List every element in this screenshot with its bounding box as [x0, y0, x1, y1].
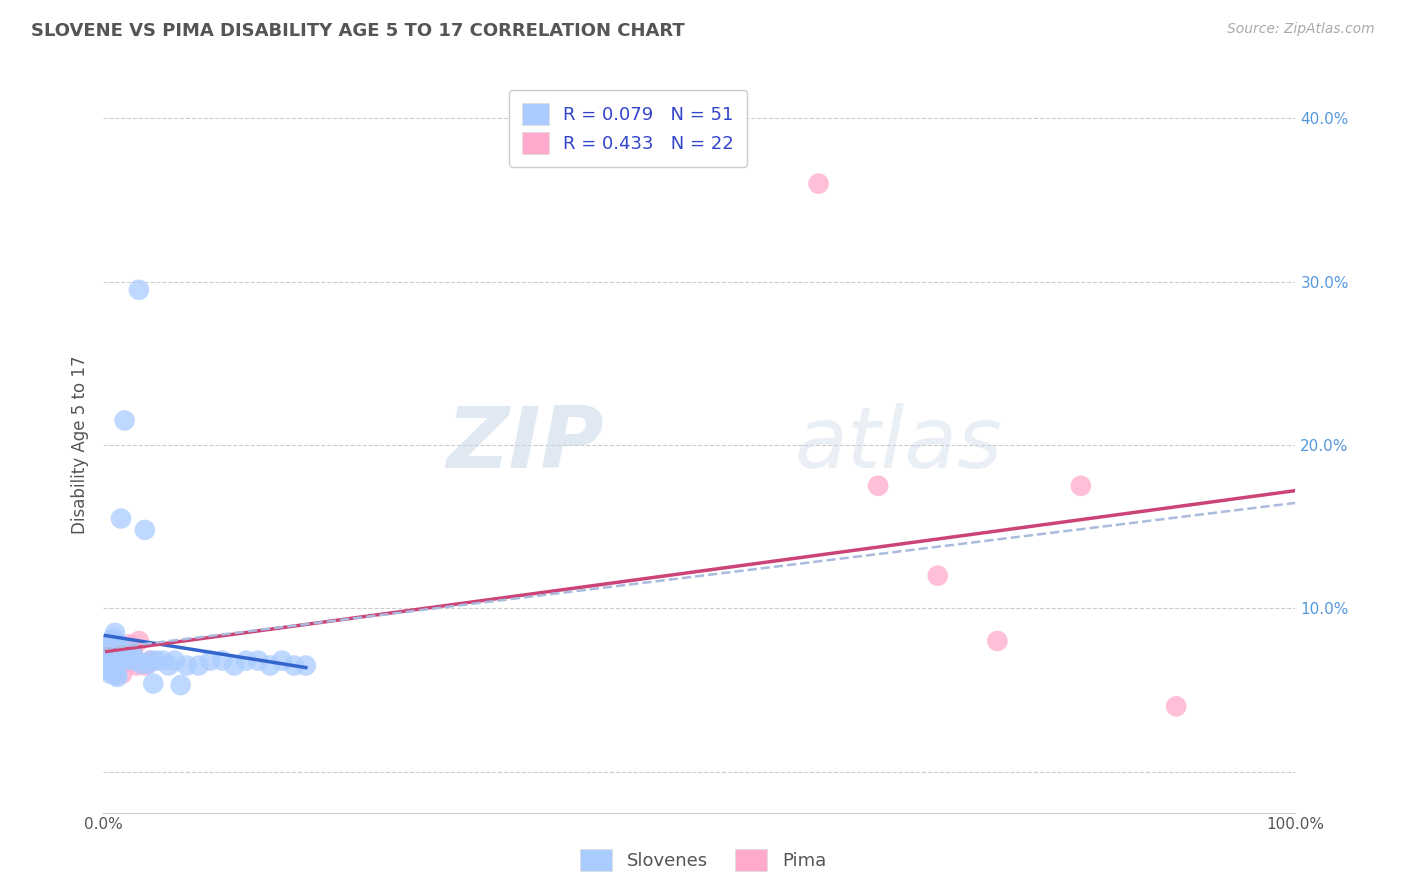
Point: [111, 652, 134, 666]
Point: [115, 654, 138, 668]
Point: [103, 665, 125, 679]
Point: [97, 658, 120, 673]
Point: [110, 511, 132, 525]
Point: [101, 657, 124, 671]
Point: [104, 625, 127, 640]
Point: [101, 634, 124, 648]
Text: ZIP: ZIP: [446, 403, 605, 486]
Point: [107, 635, 129, 649]
Point: [118, 642, 141, 657]
Point: [176, 658, 198, 673]
Point: [98, 654, 121, 668]
Point: [114, 413, 136, 427]
Point: [200, 654, 222, 668]
Point: [96, 642, 118, 657]
Point: [107, 670, 129, 684]
Point: [108, 652, 131, 666]
Point: [259, 658, 281, 673]
Point: [807, 177, 830, 191]
Point: [134, 523, 156, 537]
Legend: R = 0.079   N = 51, R = 0.433   N = 22: R = 0.079 N = 51, R = 0.433 N = 22: [509, 90, 747, 167]
Point: [211, 654, 233, 668]
Point: [134, 658, 156, 673]
Point: [101, 645, 124, 659]
Point: [115, 654, 138, 668]
Point: [295, 658, 318, 673]
Point: [107, 640, 129, 655]
Point: [125, 658, 148, 673]
Point: [108, 647, 131, 661]
Point: [104, 662, 127, 676]
Point: [107, 658, 129, 673]
Point: [114, 642, 136, 657]
Point: [122, 647, 145, 661]
Point: [927, 568, 949, 582]
Point: [98, 648, 121, 663]
Point: [152, 654, 174, 668]
Point: [122, 642, 145, 657]
Point: [118, 637, 141, 651]
Text: SLOVENE VS PIMA DISABILITY AGE 5 TO 17 CORRELATION CHART: SLOVENE VS PIMA DISABILITY AGE 5 TO 17 C…: [31, 22, 685, 40]
Point: [142, 676, 165, 690]
Point: [1070, 479, 1092, 493]
Point: [224, 658, 246, 673]
Y-axis label: Disability Age 5 to 17: Disability Age 5 to 17: [72, 356, 89, 534]
Point: [100, 634, 122, 648]
Point: [100, 658, 122, 673]
Point: [139, 654, 162, 668]
Point: [146, 654, 169, 668]
Point: [986, 634, 1008, 648]
Point: [868, 479, 890, 493]
Text: Source: ZipAtlas.com: Source: ZipAtlas.com: [1227, 22, 1375, 37]
Point: [98, 666, 121, 681]
Point: [139, 654, 162, 668]
Point: [235, 654, 257, 668]
Point: [104, 650, 127, 665]
Point: [100, 660, 122, 674]
Point: [97, 642, 120, 657]
Point: [1166, 699, 1188, 714]
Point: [98, 637, 121, 651]
Point: [105, 639, 128, 653]
Point: [105, 668, 128, 682]
Point: [187, 658, 209, 673]
Point: [98, 664, 121, 678]
Point: [111, 666, 134, 681]
Point: [271, 654, 294, 668]
Point: [128, 283, 150, 297]
Point: [96, 647, 118, 661]
Point: [169, 678, 191, 692]
Point: [138, 657, 160, 671]
Point: [103, 631, 125, 645]
Point: [163, 654, 186, 668]
Point: [129, 657, 152, 671]
Point: [247, 654, 270, 668]
Point: [125, 654, 148, 668]
Point: [283, 658, 305, 673]
Point: [157, 658, 180, 673]
Legend: Slovenes, Pima: Slovenes, Pima: [572, 842, 834, 879]
Point: [128, 634, 150, 648]
Text: atlas: atlas: [794, 403, 1002, 486]
Point: [94, 654, 117, 668]
